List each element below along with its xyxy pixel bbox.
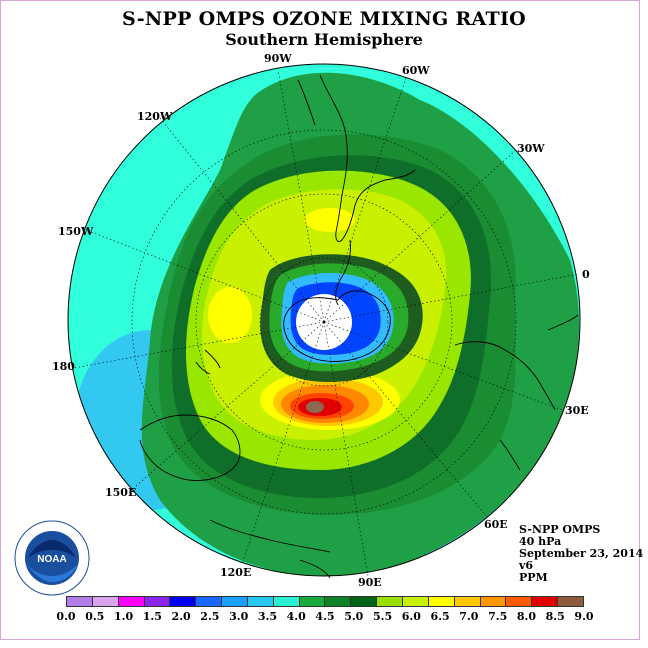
colorbar-tick-label: 1.0 — [113, 610, 134, 623]
colorbar-segment — [428, 597, 455, 606]
meridian — [323, 273, 579, 323]
colorbar-tick-label: 0.0 — [56, 610, 76, 623]
contour-band-6-5-west — [208, 287, 252, 343]
graticule — [73, 69, 579, 577]
colorbar-tick-label: 7.0 — [459, 610, 479, 623]
colorbar-segment — [247, 597, 274, 606]
globe-border — [67, 63, 581, 577]
colorbar-segment — [480, 597, 507, 606]
new-zealand-south — [195, 361, 211, 375]
info-date: September 23, 2014 — [519, 547, 644, 560]
lon-label-90e: 90E — [358, 576, 382, 589]
colorbar-segment — [351, 597, 378, 606]
colorbar-tick-label: 0.5 — [85, 610, 105, 623]
colorbar-segment — [92, 597, 119, 606]
lon-label-180: 180 — [52, 360, 75, 373]
colorbar-tick-label: 5.0 — [344, 610, 364, 623]
colorbar-tick-label: 3.0 — [229, 610, 249, 623]
lon-label-150e: 150E — [105, 486, 137, 499]
colorbar-segment — [144, 597, 171, 606]
new-zealand-coast — [204, 349, 221, 369]
colorbar-tick-label: 2.0 — [171, 610, 191, 623]
colorbar-tick-label: 7.5 — [488, 610, 508, 623]
lon-label-30e: 30E — [565, 404, 589, 417]
south-pole-marker — [322, 320, 326, 324]
image-frame — [0, 0, 640, 640]
info-level: 40 hPa — [519, 535, 562, 548]
colorbar-segment — [196, 597, 223, 606]
colorbar-segment — [299, 597, 326, 606]
south-america-inner — [297, 79, 316, 126]
antarctic-peninsula — [335, 239, 351, 306]
africa-coast — [547, 314, 579, 331]
lon-label-0: 0 — [582, 268, 590, 281]
latitude-circle — [259, 257, 389, 387]
meridian — [135, 321, 325, 487]
map-subtitle: Southern Hemisphere — [225, 30, 423, 49]
lon-label-150w: 150W — [58, 225, 94, 238]
colorbar-tick-label: 6.5 — [430, 610, 450, 623]
colorbar-segment — [558, 597, 583, 606]
colorbar-tick-label: 8.0 — [516, 610, 537, 623]
colorbar-segment — [325, 597, 352, 606]
colorbar-tick-label: 1.5 — [142, 610, 162, 623]
meridian — [277, 69, 325, 323]
east-africa-coast — [499, 439, 521, 471]
colorbar-tick-label: 4.5 — [315, 610, 335, 623]
lon-label-120e: 120E — [220, 566, 252, 579]
south-america-coast — [319, 74, 416, 243]
africa-south — [454, 341, 556, 411]
colorbar-segment — [67, 597, 93, 606]
meridian — [85, 229, 325, 323]
antarctica-coast — [283, 290, 391, 362]
max-band-9-0 — [306, 401, 324, 413]
colorbar-tick-label: 9.0 — [574, 610, 594, 623]
colorbar-segment — [532, 597, 559, 606]
meridian — [241, 321, 325, 565]
lon-label-60w: 60W — [402, 64, 430, 77]
colorbar-segment — [170, 597, 197, 606]
info-units: PPM — [519, 571, 548, 584]
map-title: S-NPP OMPS OZONE MIXING RATIO — [121, 8, 527, 30]
colorbar-segment — [118, 597, 145, 606]
ozone-field — [68, 64, 580, 576]
meridian — [323, 149, 517, 323]
lon-label-120w: 120W — [137, 110, 173, 123]
lon-label-90w: 90W — [264, 52, 292, 65]
contour-band-6-5-north — [305, 208, 355, 232]
colorbar-tick-label: 6.0 — [401, 610, 421, 623]
latitude-circle — [131, 129, 517, 515]
colorbar-tick-label: 2.5 — [200, 610, 220, 623]
colorbar-segment — [454, 597, 481, 606]
australia-coast — [139, 414, 241, 481]
colorbar-tick-label: 3.5 — [257, 610, 278, 623]
info-instrument: S-NPP OMPS — [519, 523, 601, 536]
meridian — [323, 321, 369, 577]
colorbar-segment — [377, 597, 403, 606]
noaa-logo: NOAA — [14, 520, 90, 596]
lon-label-60e: 60E — [484, 518, 508, 531]
colorbar-segment — [273, 597, 300, 606]
colorbar — [66, 596, 584, 607]
colorbar-segment — [402, 597, 429, 606]
indonesia-coast — [209, 519, 331, 553]
colorbar-tick-label: 4.0 — [286, 610, 306, 623]
latitude-circle — [195, 193, 453, 451]
coastlines — [139, 74, 579, 579]
colorbar-tick-label: 5.5 — [372, 610, 393, 623]
meridian — [323, 321, 489, 519]
colorbar-segment — [222, 597, 248, 606]
meridian — [323, 77, 407, 323]
colorbar-tick-label: 8.5 — [545, 610, 565, 623]
info-version: v6 — [519, 559, 534, 572]
colorbar-segment — [506, 597, 533, 606]
lon-label-30w: 30W — [517, 142, 545, 155]
noaa-logo-text: NOAA — [37, 554, 66, 565]
